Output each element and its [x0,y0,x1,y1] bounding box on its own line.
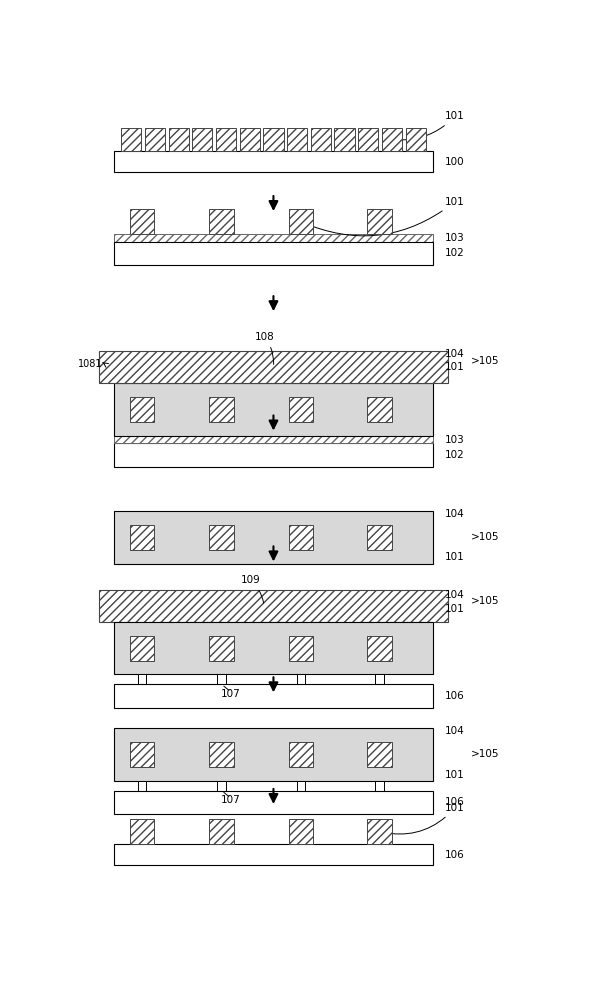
Text: 103: 103 [445,435,465,445]
Bar [288,397,313,422]
Bar [288,209,313,234]
Bar [240,128,260,151]
Text: 100: 100 [445,157,465,167]
Bar [209,636,234,661]
Bar [367,525,392,550]
Text: 103: 103 [445,233,465,243]
Bar [114,844,433,865]
Bar [296,674,305,684]
Text: 101: 101 [445,604,465,614]
Bar [209,397,234,422]
Bar [121,128,141,151]
Text: 106: 106 [445,850,465,860]
Bar [129,209,154,234]
Bar [217,781,226,791]
Bar [114,383,433,436]
Text: 109: 109 [240,575,263,603]
Bar [129,525,154,550]
Bar [296,781,305,791]
Text: 107: 107 [221,689,241,699]
Bar [114,728,433,781]
Bar [129,742,154,767]
Text: 102: 102 [445,248,465,258]
Bar [288,742,313,767]
Bar [405,128,426,151]
Bar [217,674,226,684]
Bar [367,819,392,844]
Bar [288,819,313,844]
Bar [114,511,433,564]
Bar [114,242,433,265]
Bar [382,128,402,151]
Bar [288,636,313,661]
Bar [114,684,433,708]
Bar [209,525,234,550]
Text: 101: 101 [445,770,465,780]
Bar [138,674,146,684]
Bar [100,590,447,622]
Bar [114,622,433,674]
Bar [209,742,234,767]
Bar [114,436,433,443]
Bar [209,819,234,844]
Bar [114,234,433,242]
Bar [367,742,392,767]
Text: 107: 107 [221,795,241,805]
Bar [192,128,212,151]
Bar [358,128,378,151]
Bar [375,781,384,791]
Text: >105: >105 [471,596,500,606]
Bar [216,128,236,151]
Text: 104: 104 [445,590,465,600]
Bar [129,819,154,844]
Bar [145,128,165,151]
Bar [129,397,154,422]
Text: >105: >105 [471,356,500,366]
Text: 101: 101 [445,362,465,372]
Bar [375,674,384,684]
Text: 104: 104 [445,349,465,359]
Text: 104: 104 [445,509,465,519]
Bar [311,128,331,151]
Bar [334,128,354,151]
Text: 101: 101 [445,552,465,562]
Bar [114,151,433,172]
Text: 101: 101 [382,803,465,834]
Bar [288,525,313,550]
Bar [138,781,146,791]
Bar [367,397,392,422]
Bar [114,791,433,814]
Text: >105: >105 [471,749,500,759]
Bar [100,351,447,383]
Bar [287,128,307,151]
Text: 108: 108 [255,332,274,364]
Text: 104: 104 [445,726,465,736]
Text: 106: 106 [445,797,465,807]
Text: 101: 101 [394,111,465,140]
Bar [114,443,433,467]
Bar [169,128,189,151]
Text: 101: 101 [304,197,465,236]
Bar [367,209,392,234]
Text: 1081: 1081 [78,359,103,369]
Bar [209,209,234,234]
Text: 102: 102 [445,450,465,460]
Bar [129,636,154,661]
Text: >105: >105 [471,532,500,542]
Bar [263,128,283,151]
Text: 106: 106 [445,691,465,701]
Bar [367,636,392,661]
